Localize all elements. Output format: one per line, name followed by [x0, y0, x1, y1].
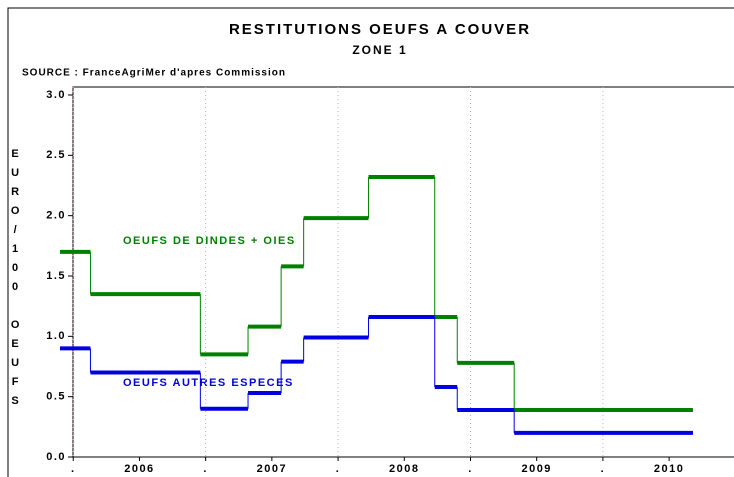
series-label: OEUFS AUTRES ESPECES [123, 377, 294, 389]
y-tick-label: 3.0 [46, 89, 66, 101]
x-tick-label: . [71, 463, 76, 475]
outer-frame [7, 7, 734, 477]
series-label: OEUFS DE DINDES + OIES [123, 235, 296, 247]
x-tick-label: 2010 [654, 463, 684, 475]
source-note: SOURCE : FranceAgriMer d'apres Commissio… [22, 68, 286, 79]
y-tick-label: 2.5 [46, 149, 66, 161]
y-tick-label: 1.5 [46, 270, 66, 282]
x-tick-label: 2008 [389, 463, 419, 475]
y-tick-label: 1.0 [46, 330, 66, 342]
x-tick-label: . [468, 463, 473, 475]
x-tick-label: 2009 [521, 463, 551, 475]
y-axis-label: EURO/100 OEUFS [9, 148, 21, 414]
x-tick-label: . [336, 463, 341, 475]
plot-frame [72, 86, 734, 458]
y-tick-label: 0.5 [46, 391, 66, 403]
x-tick-label: 2006 [124, 463, 154, 475]
x-tick-label: . [203, 463, 208, 475]
y-tick-label: 2.0 [46, 210, 66, 222]
y-tick-label: 0.0 [46, 451, 66, 463]
chart-title: RESTITUTIONS OEUFS A COUVER [229, 21, 531, 38]
chart-subtitle: ZONE 1 [352, 43, 407, 57]
x-tick-label: . [601, 463, 606, 475]
x-tick-label: 2007 [257, 463, 287, 475]
